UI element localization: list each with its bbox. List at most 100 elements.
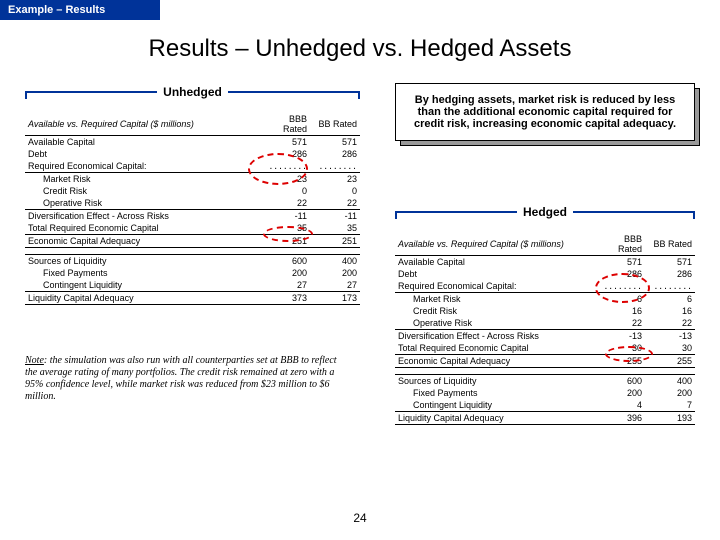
cell: Total Required Economic Capital (25, 222, 260, 235)
cell: 200 (595, 387, 645, 399)
cell: 286 (310, 148, 360, 160)
cell: Market Risk (395, 293, 595, 306)
cell: 6 (645, 293, 695, 306)
cell: Contingent Liquidity (395, 399, 595, 412)
cell: BB Rated (645, 233, 695, 256)
cell: Required Economical Capital: (395, 280, 595, 293)
cell: 571 (645, 256, 695, 269)
cell: 200 (260, 267, 310, 279)
cell: 571 (260, 136, 310, 149)
cell: 255 (645, 355, 695, 368)
cell: 251 (260, 235, 310, 248)
cell: Required Economical Capital: (25, 160, 260, 173)
cell: -13 (595, 330, 645, 343)
cell: 35 (260, 222, 310, 235)
callout-text: By hedging assets, market risk is reduce… (395, 83, 695, 141)
cell: -13 (645, 330, 695, 343)
cell: Fixed Payments (25, 267, 260, 279)
cell: Sources of Liquidity (395, 375, 595, 388)
cell: -11 (260, 210, 310, 223)
cell: 16 (595, 305, 645, 317)
note-label: Note (25, 355, 44, 366)
cell: 7 (645, 399, 695, 412)
unhedged-capital-table: Available vs. Required Capital ($ millio… (25, 113, 360, 248)
cell: Available vs. Required Capital ($ millio… (395, 233, 595, 256)
cell: Debt (395, 268, 595, 280)
cell: Diversification Effect - Across Risks (395, 330, 595, 343)
cell: 27 (310, 279, 360, 292)
cell: 30 (645, 342, 695, 355)
cell: 22 (645, 317, 695, 330)
cell: 0 (260, 185, 310, 197)
cell: Fixed Payments (395, 387, 595, 399)
cell: 22 (260, 197, 310, 210)
cell: Economic Capital Adequacy (25, 235, 260, 248)
cell: 286 (645, 268, 695, 280)
cell: 200 (310, 267, 360, 279)
cell: 173 (310, 292, 360, 305)
cell: Total Required Economic Capital (395, 342, 595, 355)
cell: BBB Rated (595, 233, 645, 256)
col-a: BBB Rated (260, 113, 310, 136)
cell: Operative Risk (25, 197, 260, 210)
cell: 373 (260, 292, 310, 305)
cell: Contingent Liquidity (25, 279, 260, 292)
cell: 16 (645, 305, 695, 317)
cell: 22 (310, 197, 360, 210)
cell: Available Capital (395, 256, 595, 269)
cell: 35 (310, 222, 360, 235)
col-header: Available vs. Required Capital ($ millio… (25, 113, 260, 136)
hedged-label: Hedged (517, 205, 573, 219)
page-title: Results – Unhedged vs. Hedged Assets (0, 35, 720, 63)
note-text: : the simulation was also run with all c… (25, 355, 337, 402)
cell: Credit Risk (395, 305, 595, 317)
cell: Operative Risk (395, 317, 595, 330)
callout-box: By hedging assets, market risk is reduce… (395, 83, 695, 141)
cell: Credit Risk (25, 185, 260, 197)
cell: ........ (260, 160, 310, 173)
hedged-section: Hedged Available vs. Required Capital ($… (395, 203, 695, 425)
cell: ........ (595, 280, 645, 293)
cell: 22 (595, 317, 645, 330)
cell: 286 (595, 268, 645, 280)
cell: 200 (645, 387, 695, 399)
footnote: Note: the simulation was also run with a… (25, 355, 345, 403)
cell: 193 (645, 412, 695, 425)
cell: Debt (25, 148, 260, 160)
cell: Diversification Effect - Across Risks (25, 210, 260, 223)
cell: 23 (310, 173, 360, 186)
cell: 0 (310, 185, 360, 197)
cell: Economic Capital Adequacy (395, 355, 595, 368)
cell: -11 (310, 210, 360, 223)
cell: 251 (310, 235, 360, 248)
cell: Available Capital (25, 136, 260, 149)
cell: 400 (645, 375, 695, 388)
unhedged-label: Unhedged (157, 85, 228, 99)
cell: 30 (595, 342, 645, 355)
cell: 396 (595, 412, 645, 425)
cell: ........ (310, 160, 360, 173)
hedged-capital-table: Available vs. Required Capital ($ millio… (395, 233, 695, 368)
cell: 6 (595, 293, 645, 306)
unhedged-liquidity-table: Sources of Liquidity600400 Fixed Payment… (25, 254, 360, 305)
cell: 600 (260, 255, 310, 268)
cell: 400 (310, 255, 360, 268)
col-b: BB Rated (310, 113, 360, 136)
cell: 255 (595, 355, 645, 368)
cell: 286 (260, 148, 310, 160)
cell: Market Risk (25, 173, 260, 186)
cell: ........ (645, 280, 695, 293)
cell: 23 (260, 173, 310, 186)
slide-header: Example – Results (0, 0, 160, 20)
cell: 27 (260, 279, 310, 292)
cell: 571 (310, 136, 360, 149)
cell: 600 (595, 375, 645, 388)
cell: 4 (595, 399, 645, 412)
cell: Sources of Liquidity (25, 255, 260, 268)
cell: Liquidity Capital Adequacy (25, 292, 260, 305)
cell: Liquidity Capital Adequacy (395, 412, 595, 425)
page-number: 24 (0, 511, 720, 525)
hedged-liquidity-table: Sources of Liquidity600400 Fixed Payment… (395, 374, 695, 425)
unhedged-section: Unhedged Available vs. Required Capital … (25, 83, 360, 305)
cell: 571 (595, 256, 645, 269)
